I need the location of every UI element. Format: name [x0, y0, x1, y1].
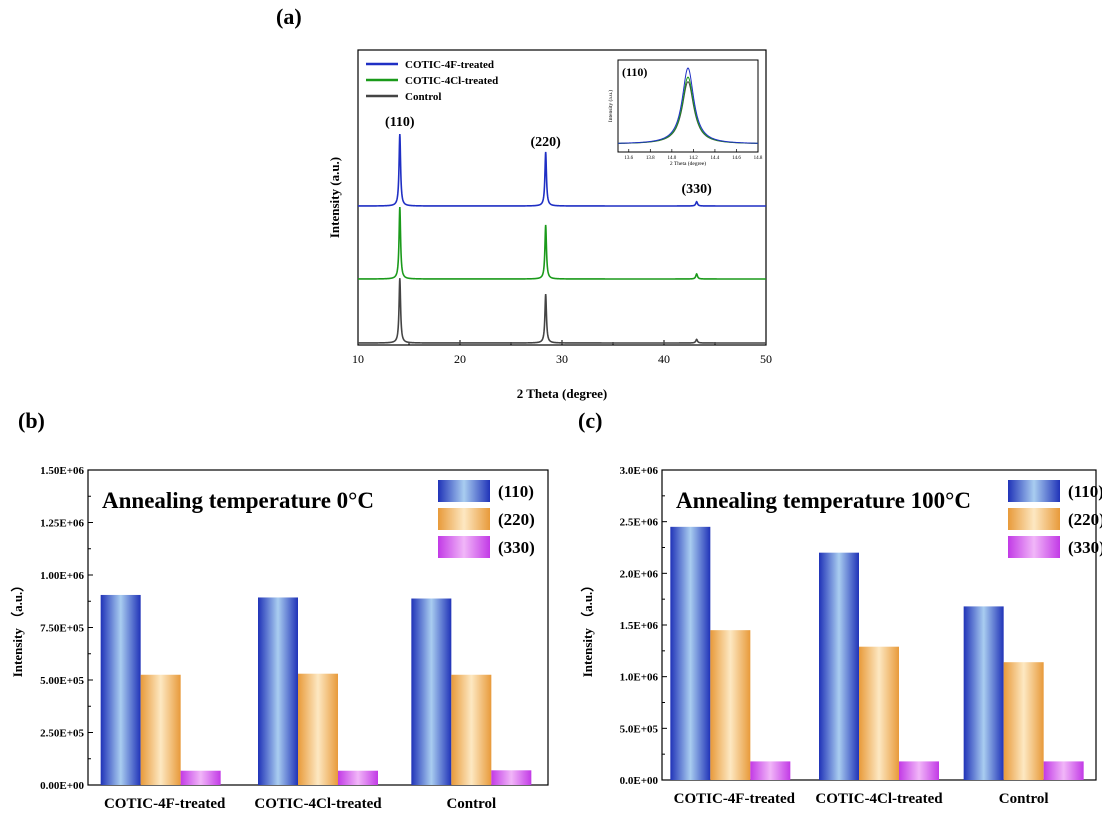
peak-label: (220) [531, 135, 562, 150]
chart-title: Annealing temperature 0°C [102, 488, 374, 513]
inset-title: (110) [622, 65, 647, 79]
y-tick-label: 2.5E+06 [620, 517, 659, 529]
x-category-label: COTIC-4F-treated [104, 796, 226, 812]
x-category-label: Control [999, 791, 1049, 807]
legend-label: (220) [498, 510, 535, 529]
legend-label: (110) [1068, 482, 1102, 501]
inset-x-tick-label: 13.8 [646, 156, 655, 161]
y-axis-label: Intensity （a.u.） [580, 579, 595, 678]
legend-swatch [438, 480, 490, 502]
chart-title: Annealing temperature 100°C [676, 488, 971, 513]
bar-110-0 [100, 594, 141, 785]
bar-330-0 [750, 761, 791, 780]
panel-label-c: (c) [578, 408, 603, 433]
bar-110-2 [411, 598, 452, 785]
bar-220-2 [1003, 662, 1044, 780]
legend-swatch [1008, 508, 1060, 530]
legend-label-a: COTIC-4Cl-treated [405, 75, 498, 87]
y-tick-label: 2.0E+06 [620, 568, 659, 580]
y-axis-label: Intensity （a.u.） [10, 579, 25, 678]
inset-series-line [617, 67, 759, 144]
bar-110-0 [670, 526, 711, 780]
y-tick-label: 1.5E+06 [620, 620, 659, 632]
y-tick-label: 1.50E+06 [40, 465, 84, 477]
x-tick-label-a: 50 [760, 352, 772, 366]
y-tick-label: 1.00E+06 [40, 570, 84, 582]
series-line-cotic-4cl-treated [358, 206, 766, 280]
inset-frame [617, 59, 759, 153]
legend-label: (330) [1068, 538, 1102, 557]
panel-label-a: (a) [276, 4, 302, 29]
bar-330-2 [491, 770, 532, 785]
x-category-label: Control [446, 796, 496, 812]
inset-x-tick-label: 13.6 [624, 156, 633, 161]
bar-330-1 [899, 761, 939, 780]
inset-y-axis-label: Intensity (a.u.) [607, 90, 614, 122]
y-tick-label: 0.0E+00 [620, 775, 659, 787]
x-category-label: COTIC-4Cl-treated [815, 791, 943, 807]
y-tick-label: 5.00E+05 [40, 675, 84, 687]
legend-swatch [1008, 536, 1060, 558]
x-axis-label-a: 2 Theta (degree) [517, 386, 608, 401]
y-tick-label: 1.0E+06 [620, 672, 659, 684]
panel-label-b: (b) [18, 408, 45, 433]
x-category-label: COTIC-4F-treated [674, 791, 796, 807]
legend-label-a: COTIC-4F-treated [405, 59, 494, 71]
legend-label-a: Control [405, 91, 441, 103]
legend-label: (220) [1068, 510, 1102, 529]
bar-330-2 [1043, 761, 1084, 780]
chart-a-xrd: 10 20 30 40 50 2 Theta (degree) Intensity (a.u… [327, 49, 772, 401]
x-tick-label-a: 40 [658, 352, 670, 366]
inset-x-tick-label: 14.8 [754, 156, 763, 161]
inset-x-tick-label: 14.4 [711, 156, 720, 161]
chart-b-bars-0c: 0.00E+00 2.50E+05 5.00E+05 7.50E+05 1.00E+06… [10, 465, 549, 812]
series-line-control [358, 278, 766, 344]
y-axis-label-a: Intensity (a.u.) [327, 157, 342, 238]
inset-x-axis-label: 2 Theta (degree) [670, 160, 706, 167]
bar-330-0 [180, 770, 221, 785]
x-tick-label-a: 10 [352, 352, 364, 366]
bar-110-2 [963, 606, 1004, 780]
x-category-label: COTIC-4Cl-treated [254, 796, 382, 812]
y-tick-label: 0.00E+00 [40, 780, 84, 792]
y-tick-label: 3.0E+06 [620, 465, 659, 477]
legend-swatch [438, 536, 490, 558]
legend-label: (330) [498, 538, 535, 557]
bar-110-1 [258, 597, 298, 785]
bar-220-0 [710, 630, 751, 780]
y-tick-label: 5.0E+05 [620, 723, 659, 735]
y-tick-label: 2.50E+05 [40, 728, 84, 740]
legend-swatch [1008, 480, 1060, 502]
x-tick-label-a: 30 [556, 352, 568, 366]
bar-220-0 [140, 674, 181, 785]
bar-220-1 [298, 673, 338, 785]
series-line-cotic-4f-treated [358, 133, 766, 207]
bar-220-1 [859, 646, 899, 780]
legend-label: (110) [498, 482, 534, 501]
y-tick-label: 7.50E+05 [40, 623, 84, 635]
peak-label: (110) [385, 115, 415, 130]
inset-x-tick-label: 14.0 [667, 156, 676, 161]
inset-x-tick-label: 14.6 [732, 156, 741, 161]
bar-110-1 [819, 552, 859, 780]
legend-swatch [438, 508, 490, 530]
chart-c-bars-100c: 0.0E+00 5.0E+05 1.0E+06 1.5E+06 2.0E+06 2.5E+… [580, 465, 1102, 807]
y-tick-label: 1.25E+06 [40, 518, 84, 530]
bar-220-2 [451, 674, 492, 785]
inset-x-tick-label: 14.2 [689, 156, 698, 161]
bar-330-1 [338, 770, 378, 785]
peak-label: (330) [681, 182, 712, 197]
x-tick-label-a: 20 [454, 352, 466, 366]
